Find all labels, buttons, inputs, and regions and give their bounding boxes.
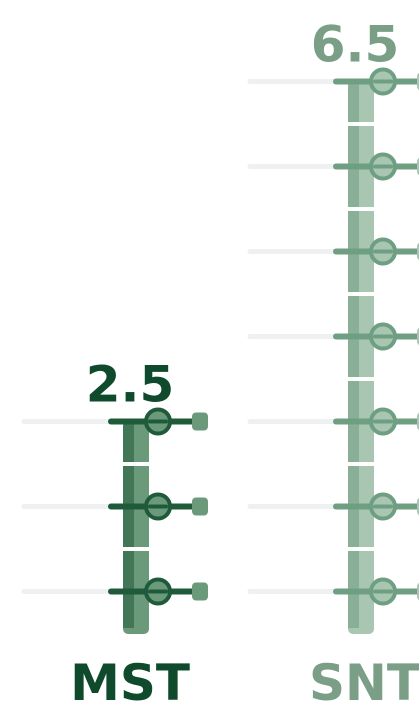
category-label-snt: SNT <box>309 654 419 705</box>
category-label-mst: MST <box>70 654 190 705</box>
bar-shade-snt <box>348 81 359 628</box>
bar-mst <box>108 407 208 634</box>
bar-segment-gap-snt <box>347 292 375 296</box>
bar-segment-gap-snt <box>347 547 375 551</box>
bars-group <box>108 67 419 634</box>
branch-end-mst <box>192 497 208 516</box>
bar-shade-mst <box>123 421 134 628</box>
bar-segment-gap-snt <box>347 207 375 211</box>
bar-segment-gap-snt <box>347 462 375 466</box>
value-label-snt: 6.5 <box>311 16 400 74</box>
value-label-mst: 2.5 <box>86 356 175 414</box>
branch-end-mst <box>192 412 208 431</box>
bar-segment-gap-snt <box>347 122 375 126</box>
bar-segment-gap-mst <box>122 462 150 466</box>
bar-snt <box>333 67 419 634</box>
bar-segment-gap-snt <box>347 377 375 381</box>
bar-segment-gap-mst <box>122 547 150 551</box>
gridlines <box>21 79 344 594</box>
branch-end-mst <box>192 582 208 601</box>
